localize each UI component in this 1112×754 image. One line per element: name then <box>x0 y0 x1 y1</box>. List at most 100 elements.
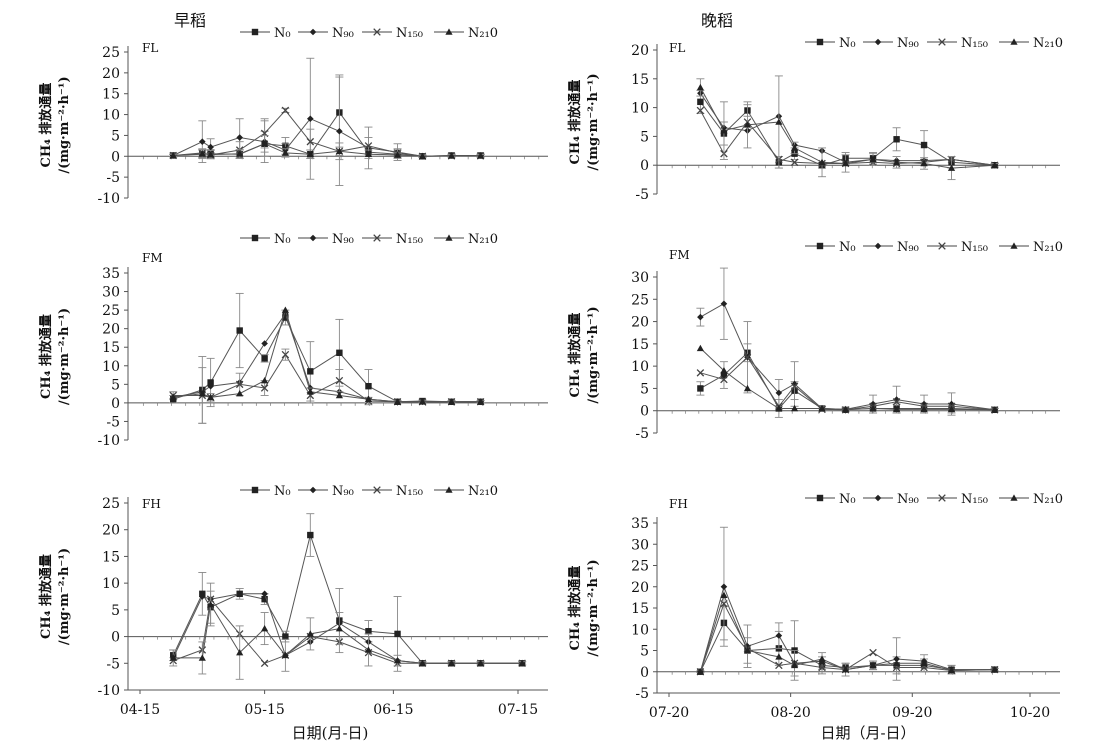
y-tick-label: 5 <box>111 377 120 393</box>
series-line <box>699 585 995 672</box>
y-tick-label: 25 <box>102 496 120 512</box>
marker-diamond <box>775 389 783 397</box>
panel-label: FM <box>669 248 690 262</box>
marker-triangle <box>447 152 456 159</box>
marker-triangle <box>841 405 850 413</box>
legend: N₀ N₉₀ N₁₅₀ N₂₁0 <box>805 36 1063 51</box>
series-line <box>699 101 995 166</box>
marker-cross <box>938 38 946 46</box>
y-tick-label: 25 <box>631 559 649 575</box>
y-tick-label: 0 <box>640 158 649 174</box>
marker-triangle <box>947 405 956 413</box>
y-tick-label: 0 <box>640 404 649 420</box>
marker-square <box>697 385 704 392</box>
y-axis-title-line1: CH₄ 排放通量 <box>38 83 54 168</box>
chart-panel-5: -10 -5 0 5 10 15 20 25 04-15 05-15 06-15 07-15 CH₄ 排… <box>38 484 548 718</box>
y-tick-label: 35 <box>631 516 649 532</box>
marker-diamond <box>948 400 955 408</box>
chart-panel-2: -5 0 5 10 15 20 CH₄ 排放通量/(mg·m⁻²·h⁻¹) FL N₀ N₉₀ N₁… <box>567 36 1063 203</box>
marker-square <box>282 633 289 640</box>
y-tick-label: 5 <box>640 129 649 145</box>
series-2 <box>169 57 485 186</box>
marker-triangle <box>696 344 704 352</box>
legend-label: N₁₅₀ <box>961 240 988 255</box>
marker-triangle <box>445 28 453 35</box>
legend: N₀ N₉₀ N₁₅₀ N₂₁0 <box>240 26 498 41</box>
y-tick-label: 20 <box>631 43 649 59</box>
title-late-rice: 晚稻 <box>701 11 733 30</box>
y-axis-title-line1: CH₄ 排放通量 <box>567 566 583 651</box>
marker-cross <box>790 382 799 390</box>
chart-panel-6: -5 0 5 10 15 20 25 30 35 07-20 08-20 09-20 10-20 CH₄ … <box>567 492 1063 721</box>
legend-label: N₀ <box>274 232 291 247</box>
legend-label: N₉₀ <box>897 36 919 51</box>
legend-label: N₀ <box>839 36 856 51</box>
series-4 <box>696 591 999 675</box>
series-line <box>172 533 523 664</box>
marker-cross <box>373 28 381 36</box>
series-line <box>172 118 481 157</box>
marker-triangle <box>447 659 456 667</box>
marker-triangle <box>892 405 901 413</box>
y-tick-label: -10 <box>97 191 120 207</box>
marker-triangle <box>920 159 928 167</box>
series-line <box>173 109 481 157</box>
y-tick-label: 20 <box>102 66 120 82</box>
y-tick-label: 0 <box>640 665 649 681</box>
legend-label: N₁₅₀ <box>961 36 988 51</box>
marker-triangle <box>169 654 177 661</box>
marker-diamond <box>236 134 243 141</box>
y-tick-label: 10 <box>102 108 120 124</box>
marker-triangle <box>236 150 244 157</box>
marker-triangle <box>892 158 901 166</box>
y-tick-label: 10 <box>102 576 120 592</box>
series-4 <box>169 306 485 405</box>
marker-triangle <box>775 404 783 412</box>
y-tick-label: 15 <box>102 87 120 103</box>
series-line <box>700 356 995 411</box>
marker-diamond <box>199 138 206 145</box>
panel-label: FM <box>142 251 163 265</box>
y-tick-label: -5 <box>106 170 120 186</box>
marker-diamond <box>199 593 206 600</box>
marker-cross <box>364 142 373 150</box>
marker-triangle <box>445 486 453 493</box>
legend-label: N₁₅₀ <box>396 484 423 499</box>
y-tick-label: 15 <box>631 337 649 353</box>
marker-triangle <box>743 646 752 654</box>
xlabel-late-rice: 日期（月-日） <box>820 724 915 742</box>
legend-label: N₉₀ <box>332 232 354 247</box>
marker-square <box>816 494 824 502</box>
y-tick-label: 25 <box>102 45 120 61</box>
marker-square <box>236 327 243 334</box>
marker-triangle <box>393 657 402 664</box>
legend-label: N₀ <box>274 26 291 41</box>
marker-square <box>307 368 314 375</box>
marker-cross <box>281 350 290 359</box>
marker-triangle <box>281 651 289 659</box>
marker-cross <box>335 376 344 385</box>
legend: N₀ N₉₀ N₁₅₀ N₂₁0 <box>805 492 1063 507</box>
marker-cross <box>696 106 705 115</box>
marker-triangle <box>920 405 928 413</box>
y-tick-label: -10 <box>97 433 120 449</box>
marker-square <box>282 314 289 321</box>
marker-triangle <box>447 398 456 405</box>
marker-diamond <box>720 583 728 591</box>
series-line <box>699 87 995 169</box>
marker-cross <box>892 398 901 406</box>
marker-triangle <box>418 398 427 405</box>
marker-cross <box>235 380 244 389</box>
marker-cross <box>373 234 381 242</box>
marker-diamond <box>720 300 728 308</box>
series-line <box>700 302 995 411</box>
marker-diamond <box>874 494 882 502</box>
marker-square <box>365 382 372 390</box>
marker-square <box>816 242 824 250</box>
marker-square <box>893 136 900 143</box>
marker-triangle <box>841 666 850 673</box>
legend-label: N₂₁0 <box>1033 240 1063 255</box>
legend-label: N₉₀ <box>332 26 354 41</box>
panel-label: FH <box>142 497 161 511</box>
marker-diamond <box>309 28 317 36</box>
